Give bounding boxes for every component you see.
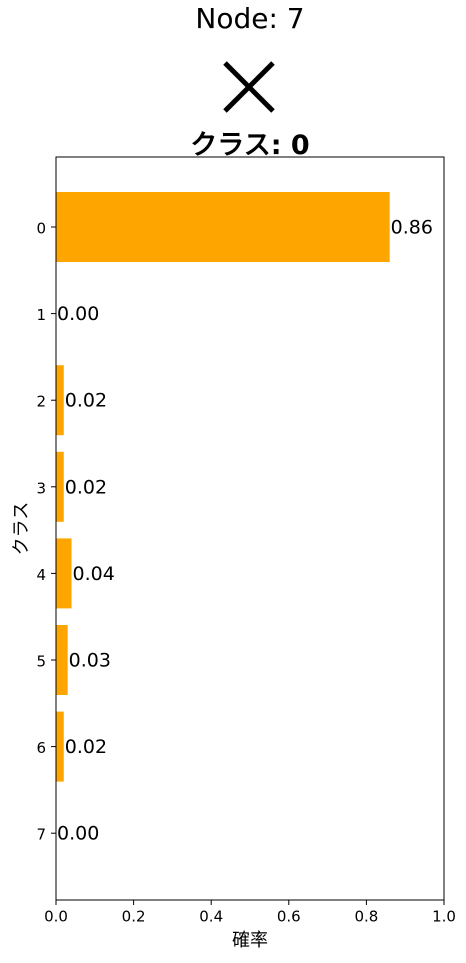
bar-4 — [56, 538, 72, 609]
y-tick-label-2: 2 — [36, 393, 46, 411]
y-axis-label: クラス — [11, 502, 32, 556]
x-tick-label: 1.0 — [432, 908, 456, 926]
y-tick-label-3: 3 — [36, 479, 46, 497]
x-tick-label: 0.4 — [199, 908, 223, 926]
value-label-2: 0.02 — [65, 390, 107, 412]
y-tick-label-5: 5 — [36, 653, 46, 671]
y-tick-label-6: 6 — [36, 739, 46, 757]
value-label-3: 0.02 — [65, 476, 107, 498]
cross-icon — [223, 61, 275, 113]
bar-2 — [56, 365, 64, 436]
value-label-7: 0.00 — [57, 823, 99, 845]
value-label-1: 0.00 — [57, 303, 99, 325]
x-tick-label: 0.2 — [122, 908, 146, 926]
bar-3 — [56, 451, 64, 522]
bar-6 — [56, 711, 64, 782]
y-tick-label-0: 0 — [36, 220, 46, 238]
chart-title: クラス: 0 — [190, 130, 310, 161]
y-tick-label-4: 4 — [36, 566, 46, 584]
value-label-4: 0.04 — [73, 563, 115, 585]
y-tick-label-7: 7 — [36, 826, 46, 844]
plot-frame — [55, 156, 445, 901]
bar-5 — [56, 625, 68, 695]
value-label-0: 0.86 — [391, 217, 433, 239]
value-label-5: 0.03 — [69, 650, 111, 672]
node-title: Node: 7 — [195, 2, 305, 35]
value-label-6: 0.02 — [65, 736, 107, 758]
x-axis-label: 確率 — [232, 930, 268, 951]
bar-0 — [56, 192, 390, 262]
x-tick-label: 0.6 — [277, 908, 301, 926]
x-tick-label: 0.0 — [44, 908, 68, 926]
y-tick-label-1: 1 — [36, 306, 46, 324]
x-tick-label: 0.8 — [354, 908, 378, 926]
